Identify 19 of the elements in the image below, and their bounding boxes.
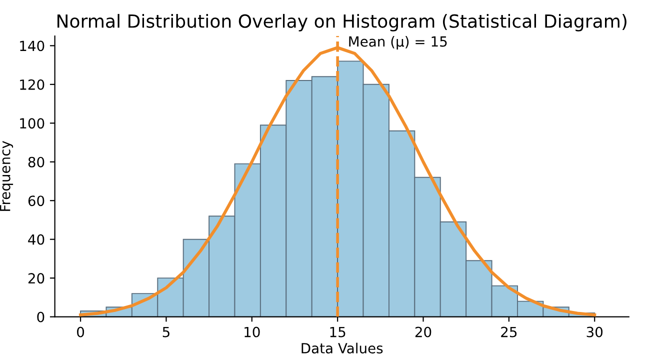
y-tick-label: 60 [28,196,44,206]
y-tick-label: 0 [37,312,44,322]
y-tick-label: 20 [28,273,44,284]
x-tick-label: 15 [330,326,346,338]
y-tick-label: 120 [20,79,44,90]
x-tick-label: 25 [501,326,517,338]
y-tick-label: 140 [20,40,44,52]
x-tick-label: 30 [586,326,603,338]
y-axis-title: Frequency [0,140,14,211]
x-axis-title: Data Values [302,342,383,354]
x-tick-label: 5 [162,326,170,338]
y-tick-label: 80 [28,156,44,168]
x-tick-label: 10 [244,326,260,338]
y-tick-label: 100 [20,118,44,129]
chart-title: Normal Distribution Overlay on Histogram (Statistical Diagram) [57,14,626,32]
y-tick-label: 40 [28,234,44,245]
ref-line-label: Mean (μ) = 15 [349,36,447,50]
x-tick-label: 0 [77,326,84,338]
x-tick-label: 20 [415,326,432,338]
